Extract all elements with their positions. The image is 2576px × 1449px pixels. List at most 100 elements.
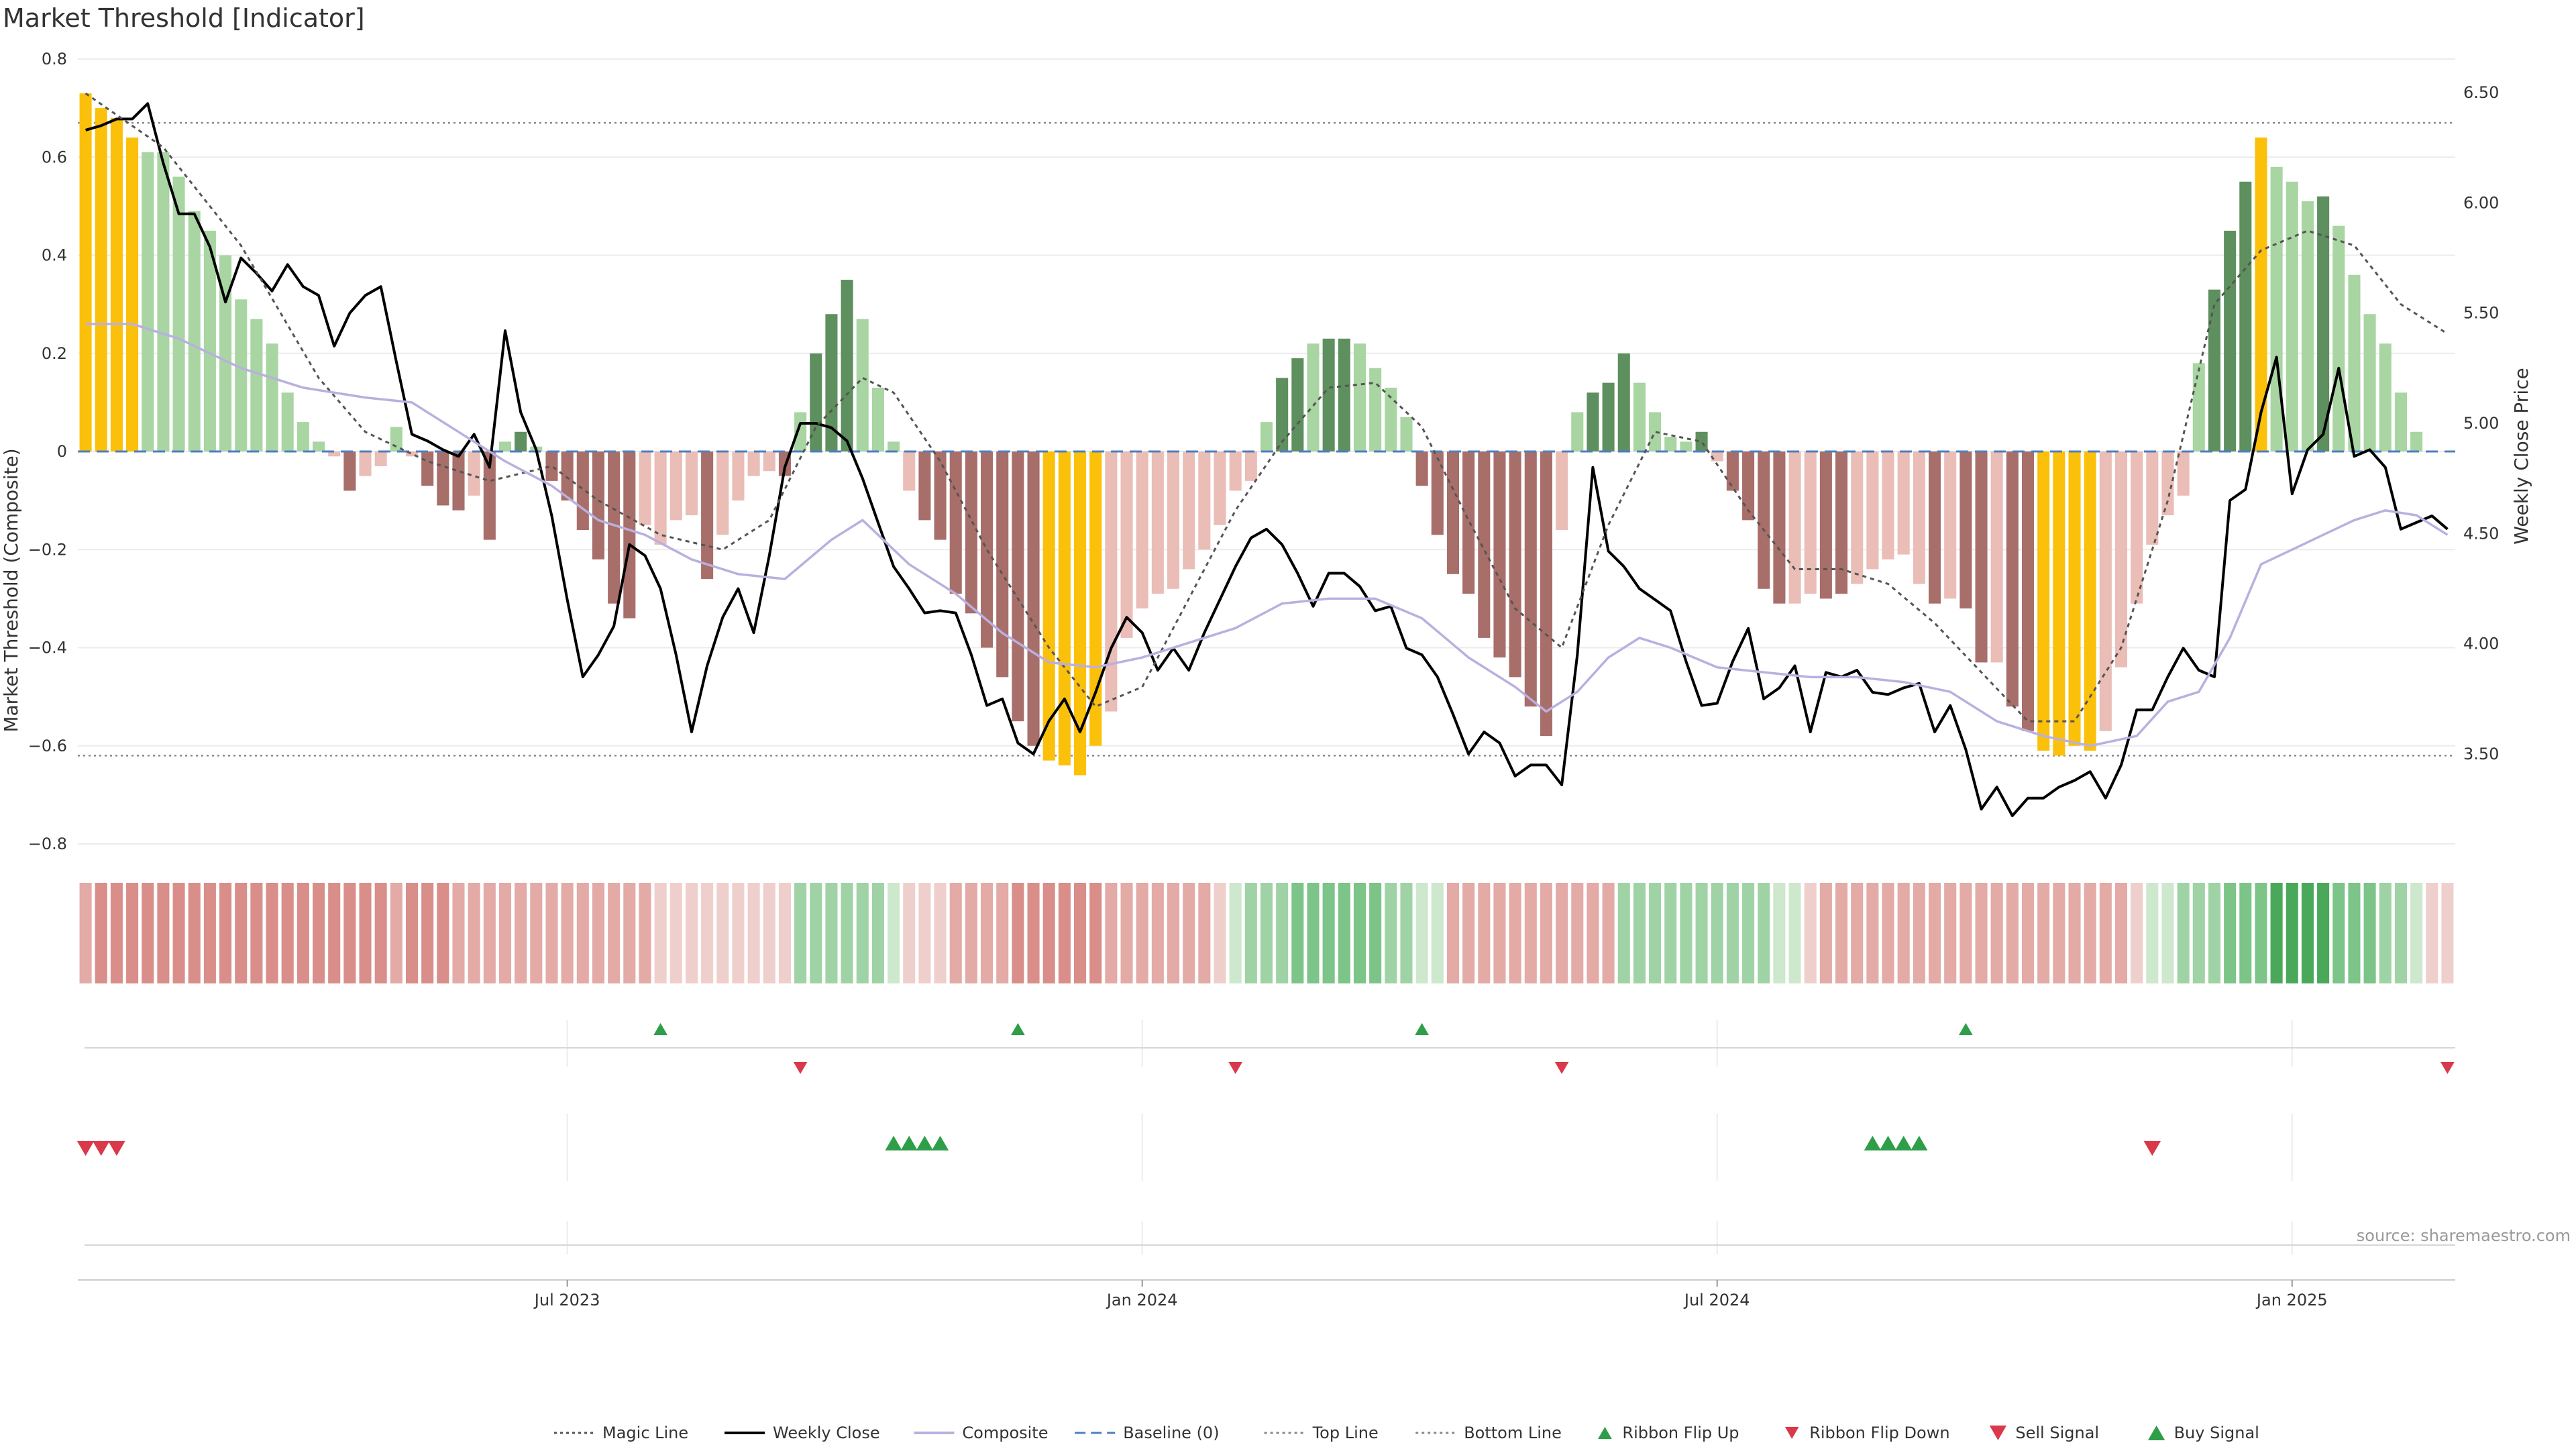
ribbon-cell: [592, 883, 605, 983]
buy-signal-marker: [1911, 1136, 1928, 1150]
composite-bar: [1944, 451, 1957, 599]
composite-bar: [1042, 451, 1055, 761]
ribbon-cell: [608, 883, 621, 983]
legend: Magic Line Weekly Close Composite Baseline …: [554, 1424, 2259, 1442]
magic-line-line: [85, 92, 2449, 722]
ribbon-cell: [468, 883, 480, 983]
composite-bar: [732, 451, 745, 501]
composite-bar: [79, 93, 92, 451]
legend-label: Bottom Line: [1464, 1424, 1562, 1442]
y-axis-title: Market Threshold (Composite): [0, 448, 22, 732]
ribbon-cell: [545, 883, 558, 983]
ribbon-cell: [312, 883, 325, 983]
ribbon-cell: [1664, 883, 1677, 983]
ribbon-cell: [1680, 883, 1693, 983]
ribbon-cell: [328, 883, 341, 983]
composite-bar: [903, 451, 916, 491]
composite-bar: [359, 451, 372, 476]
composite-bar: [1369, 368, 1382, 451]
ribbon-cell: [639, 883, 651, 983]
ribbon-cell: [2379, 883, 2392, 983]
ribbon-cell: [2161, 883, 2174, 983]
ribbon-flip-up-marker: [1011, 1023, 1025, 1035]
chart-title: Market Threshold [Indicator]: [3, 3, 365, 33]
composite-bar: [1804, 451, 1817, 594]
composite-bar: [1975, 451, 1988, 663]
ribbon-cell: [856, 883, 869, 983]
composite-bar: [965, 451, 977, 614]
ribbon-flip-down-marker: [2440, 1062, 2455, 1074]
ribbon-cell: [1587, 883, 1599, 983]
y2-tick-label: 4.50: [2463, 524, 2499, 543]
legend-item: Magic Line: [554, 1424, 688, 1442]
composite-bar: [1074, 451, 1087, 775]
ribbon-cell: [2006, 883, 2019, 983]
composite-bar: [747, 451, 760, 476]
composite-bar: [1198, 451, 1211, 550]
ribbon-cell: [2053, 883, 2065, 983]
ribbon-cell: [1322, 883, 1335, 983]
composite-bar: [266, 343, 278, 451]
ribbon-cell: [2332, 883, 2345, 983]
ribbon-cell: [1851, 883, 1864, 983]
composite-bar: [1773, 451, 1786, 604]
ribbon-flip-down-marker: [1554, 1062, 1569, 1074]
ribbon-cell: [172, 883, 185, 983]
y2-axis-title: Weekly Close Price: [2510, 368, 2532, 544]
composite-bar: [918, 451, 931, 521]
composite-bar: [2363, 314, 2376, 451]
ribbon-cell: [2286, 883, 2298, 983]
ribbon-cell: [1244, 883, 1257, 983]
composite-bar: [2084, 451, 2096, 751]
composite-bar: [1571, 412, 1584, 451]
ribbon-cell: [1835, 883, 1848, 983]
legend-swatch: [2147, 1426, 2165, 1440]
composite-bar: [126, 138, 139, 451]
composite-bar: [498, 441, 512, 451]
ribbon-cell: [1183, 883, 1195, 983]
composite-bar: [1012, 451, 1024, 722]
composite-bar: [1291, 358, 1304, 451]
ribbon-cell: [1944, 883, 1957, 983]
composite-bar: [1105, 451, 1118, 712]
composite-bar: [856, 319, 869, 451]
y2-tick-label: 5.00: [2463, 414, 2499, 433]
composite-bar: [1928, 451, 1941, 604]
source-note: source: sharemaestro.com: [2357, 1226, 2571, 1245]
ribbon-cell: [203, 883, 216, 983]
composite-bar: [421, 451, 434, 486]
composite-bar: [1276, 378, 1289, 451]
ribbon-strip: [79, 883, 2454, 983]
ribbon-cell: [1897, 883, 1910, 983]
ribbon-cell: [1649, 883, 1662, 983]
composite-bar: [1353, 343, 1366, 451]
composite-bar: [1758, 451, 1770, 589]
ribbon-cell: [2317, 883, 2330, 983]
ribbon-cell: [530, 883, 543, 983]
composite-bar: [250, 319, 263, 451]
ribbon-cell: [452, 883, 465, 983]
ribbon-cell: [437, 883, 449, 983]
composite-bar: [716, 451, 729, 535]
ribbon-flip-up-marker: [1959, 1023, 1973, 1035]
ribbon-cell: [2021, 883, 2035, 983]
legend-item: Baseline (0): [1075, 1424, 1220, 1442]
composite-bar: [841, 280, 853, 451]
composite-bar: [343, 451, 356, 491]
ribbon-cell: [1913, 883, 1925, 983]
composite-bar: [1664, 437, 1677, 451]
ribbon-cell: [250, 883, 263, 983]
composite-bar: [2068, 451, 2081, 746]
composite-bar: [1136, 451, 1148, 608]
x-tick-label: Jul 2024: [1683, 1291, 1750, 1309]
ribbon-cell: [1400, 883, 1413, 983]
ribbon-cell: [2192, 883, 2205, 983]
sell-signal-marker: [108, 1141, 125, 1156]
ribbon-cell: [794, 883, 807, 983]
composite-bar: [2021, 451, 2035, 731]
composite-bar: [1726, 451, 1739, 491]
legend-item: Top Line: [1264, 1424, 1379, 1442]
composite-bar: [623, 451, 636, 619]
